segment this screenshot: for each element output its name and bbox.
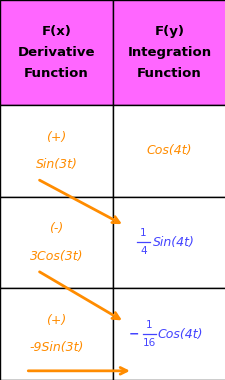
Text: 16: 16 xyxy=(142,338,155,348)
Bar xyxy=(112,197,225,288)
Text: 1: 1 xyxy=(146,320,152,330)
Text: (+): (+) xyxy=(46,131,66,144)
Text: 4: 4 xyxy=(140,247,146,256)
Text: Sin(3t): Sin(3t) xyxy=(35,158,77,171)
Text: −: − xyxy=(128,328,138,340)
Text: F(x)
Derivative
Function: F(x) Derivative Function xyxy=(18,25,95,80)
Bar xyxy=(112,105,225,197)
Bar xyxy=(0,105,112,197)
Bar xyxy=(0,288,112,380)
Text: Cos(4t): Cos(4t) xyxy=(146,144,191,157)
Bar xyxy=(0,0,112,105)
Text: 3Cos(3t): 3Cos(3t) xyxy=(30,250,83,263)
Text: (+): (+) xyxy=(46,314,66,327)
Bar xyxy=(112,288,225,380)
Text: 1: 1 xyxy=(140,228,146,239)
Text: (-): (-) xyxy=(49,222,63,235)
Bar xyxy=(112,0,225,105)
Text: Sin(4t): Sin(4t) xyxy=(152,236,194,249)
Text: Cos(4t): Cos(4t) xyxy=(157,328,202,340)
Text: F(y)
Integration
Function: F(y) Integration Function xyxy=(127,25,211,80)
Bar xyxy=(0,197,112,288)
Text: -9Sin(3t): -9Sin(3t) xyxy=(29,341,83,355)
